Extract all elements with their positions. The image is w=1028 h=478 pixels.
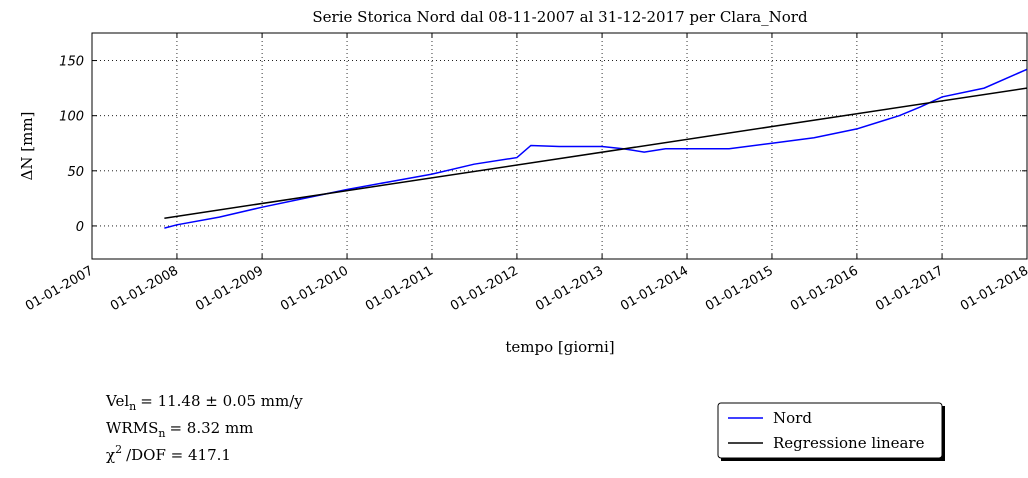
y-tick-label: 100 xyxy=(59,110,84,125)
x-tick-label: 01-01-2017 xyxy=(873,263,946,314)
series-line xyxy=(164,87,1027,219)
annotation: Veln = 11.48 ± 0.05 mm/y xyxy=(105,392,303,413)
annotation-main: χ xyxy=(106,446,115,464)
series-line xyxy=(164,68,1028,229)
x-axis-label: tempo [giorni] xyxy=(505,338,614,356)
x-tick-label: 01-01-2007 xyxy=(23,263,96,314)
x-tick-label: 01-01-2014 xyxy=(618,263,691,314)
annotation: WRMSn = 8.32 mm xyxy=(106,419,253,440)
x-tick-label: 01-01-2015 xyxy=(703,263,776,314)
annotation-sub: n xyxy=(129,400,136,413)
annotation-rest: = 11.48 ± 0.05 mm/y xyxy=(140,392,303,410)
annotation-rest: = 8.32 mm xyxy=(169,419,253,437)
legend-box xyxy=(717,402,943,459)
y-tick-label: 150 xyxy=(59,55,84,70)
annotation-sub: n xyxy=(158,427,165,440)
annotation: χ2/DOF = 417.1 xyxy=(106,443,231,464)
x-tick-label: 01-01-2012 xyxy=(448,263,521,314)
legend-label: Regressione lineare xyxy=(773,434,925,452)
x-tick-label: 01-01-2013 xyxy=(533,263,606,314)
y-tick-label: 0 xyxy=(76,220,84,235)
x-tick-label: 01-01-2018 xyxy=(958,263,1028,314)
annotation-main: Vel xyxy=(105,392,129,410)
annotation-sup: 2 xyxy=(115,443,122,456)
x-tick-label: 01-01-2010 xyxy=(278,263,351,314)
y-tick-label: 50 xyxy=(67,165,84,180)
x-tick-label: 01-01-2016 xyxy=(788,263,861,314)
x-tick-label: 01-01-2011 xyxy=(363,263,436,314)
x-tick-label: 01-01-2009 xyxy=(193,263,266,314)
x-tick-label: 01-01-2008 xyxy=(108,263,181,314)
y-axis-label: ΔN [mm] xyxy=(18,112,36,181)
annotation-rest: /DOF = 417.1 xyxy=(126,446,231,464)
legend-label: Nord xyxy=(773,409,812,427)
chart-title: Serie Storica Nord dal 08-11-2007 al 31-… xyxy=(312,8,808,26)
annotation-main: WRMS xyxy=(106,419,158,437)
plot-frame xyxy=(91,32,1028,260)
